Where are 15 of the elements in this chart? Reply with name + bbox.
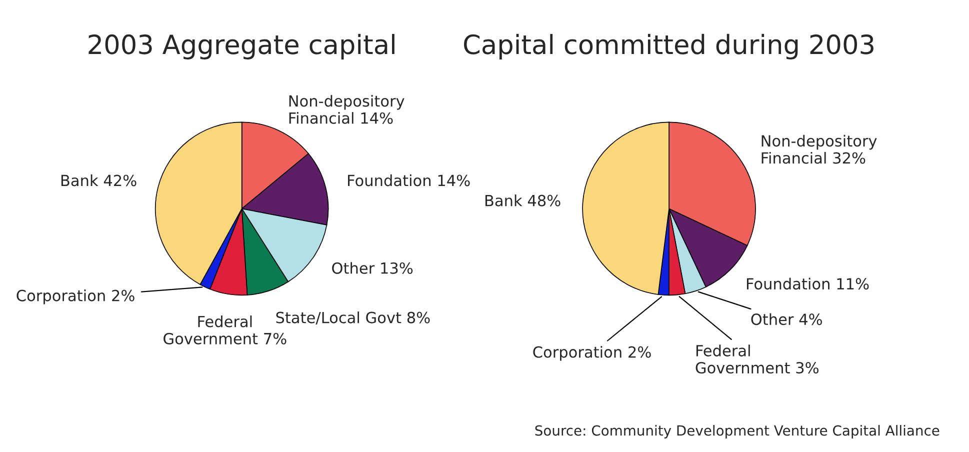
slice-label: Other 13%: [332, 262, 413, 274]
slice-label: Foundation 14%: [348, 174, 470, 186]
slice-label: Corporation 2%: [533, 346, 651, 361]
source-note: Source: Community Development Venture Capital Alliance: [535, 425, 940, 438]
slice-label: Bank 48%: [485, 194, 560, 206]
slice-label: Corporation 2%: [16, 290, 134, 304]
chart-title: Capital committed during 2003: [464, 34, 874, 60]
slice-label: Bank 42%: [61, 174, 136, 186]
chart-title: 2003 Aggregate capital: [88, 34, 394, 60]
slice-label: State/Local Govt 8%: [276, 312, 430, 325]
slice-label: Non-depository Financial 32%: [762, 134, 877, 164]
slice-label: Foundation 11%: [746, 278, 869, 290]
slice-label: Non-depository Financial 14%: [289, 94, 404, 124]
slice-label: Federal Government 3%: [696, 344, 818, 374]
slice-label: Other 4%: [751, 313, 822, 326]
